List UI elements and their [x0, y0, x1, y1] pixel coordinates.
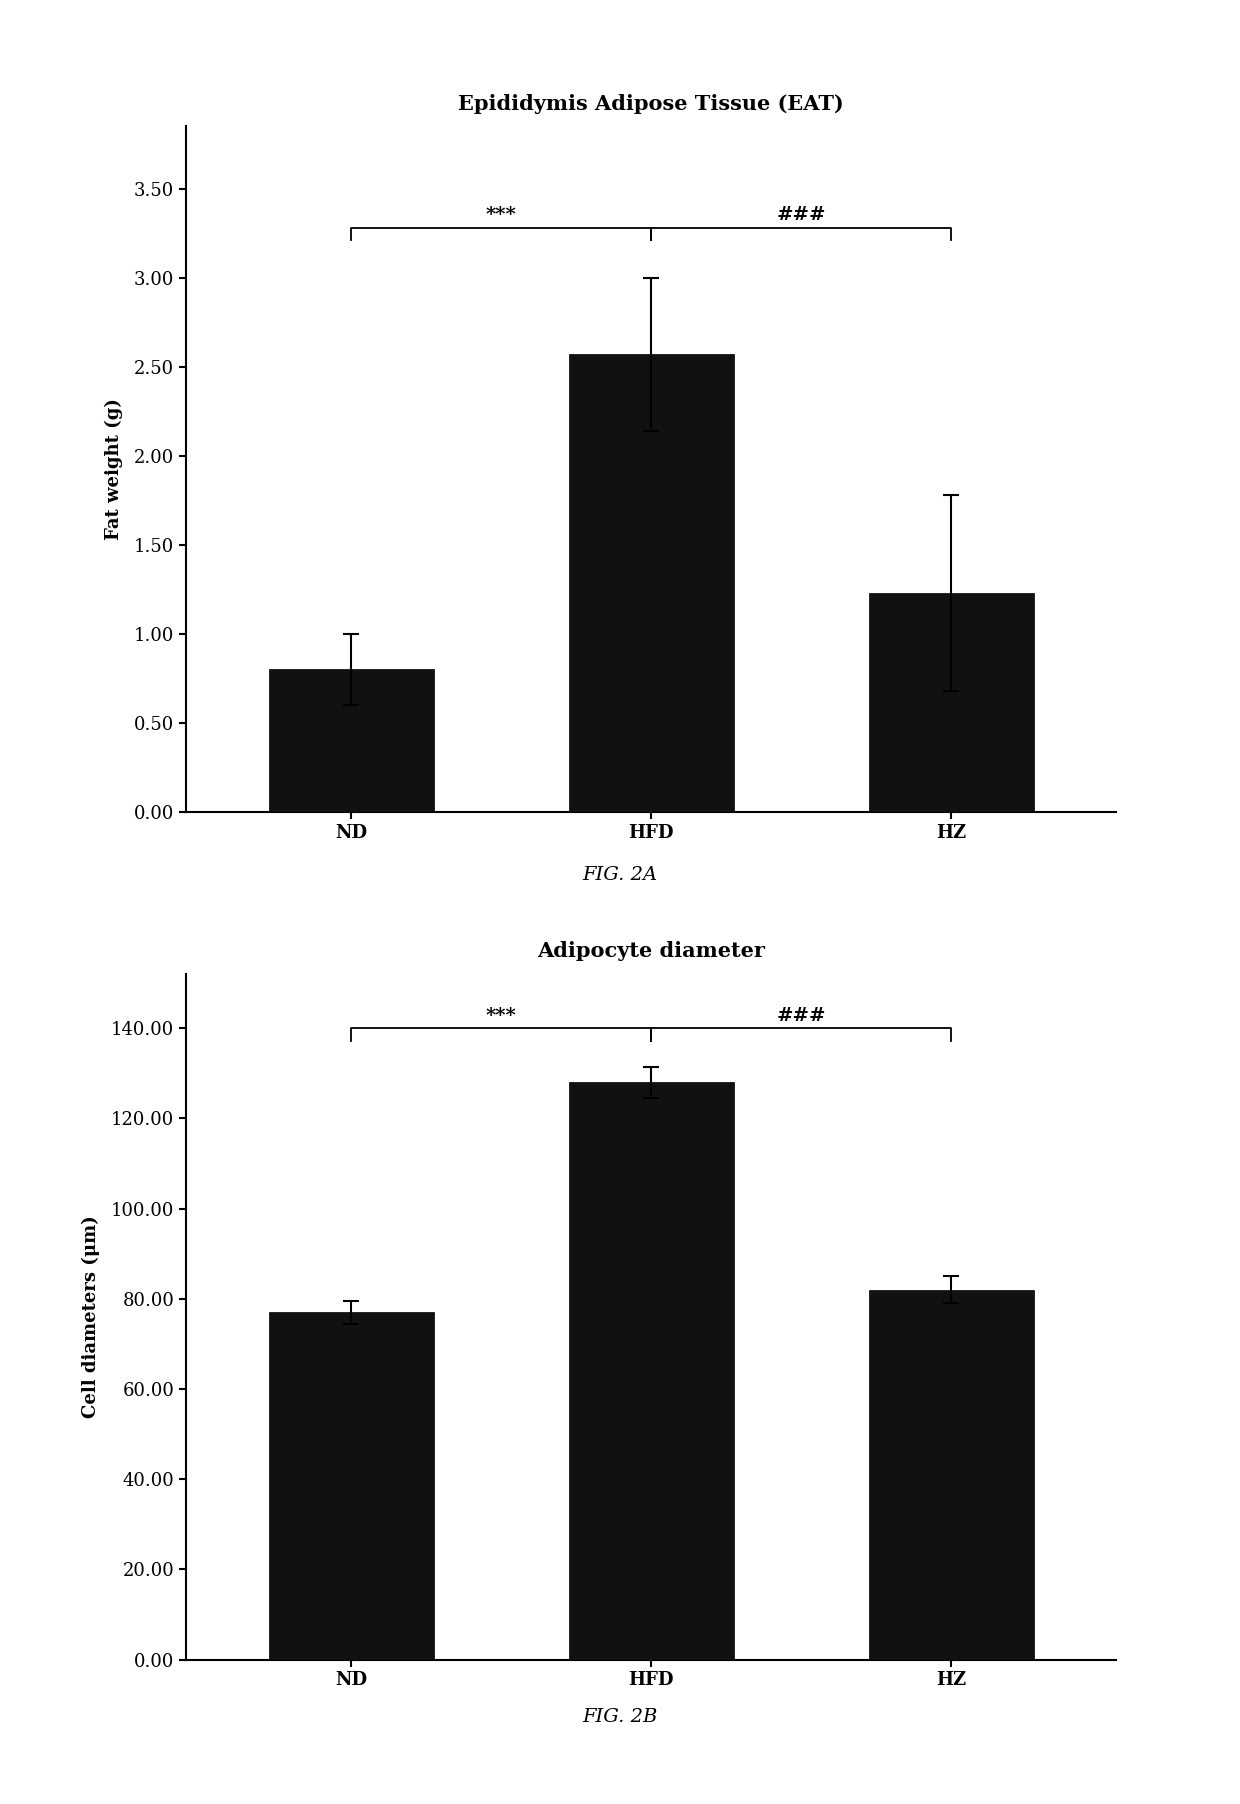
Title: Adipocyte diameter: Adipocyte diameter: [537, 942, 765, 962]
Bar: [269, 669, 434, 812]
Text: ###: ###: [776, 1007, 826, 1025]
Bar: [868, 594, 1033, 812]
Bar: [568, 354, 734, 812]
Bar: [269, 1313, 434, 1660]
Text: FIG. 2A: FIG. 2A: [583, 866, 657, 884]
Bar: [568, 1082, 734, 1660]
Bar: [868, 1290, 1033, 1660]
Text: ###: ###: [776, 206, 826, 224]
Y-axis label: Fat weight (g): Fat weight (g): [104, 399, 123, 539]
Text: ***: ***: [486, 1007, 516, 1025]
Text: ***: ***: [486, 206, 516, 224]
Text: FIG. 2B: FIG. 2B: [583, 1708, 657, 1726]
Y-axis label: Cell diameters (μm): Cell diameters (μm): [82, 1216, 99, 1418]
Title: Epididymis Adipose Tissue (EAT): Epididymis Adipose Tissue (EAT): [458, 94, 844, 114]
